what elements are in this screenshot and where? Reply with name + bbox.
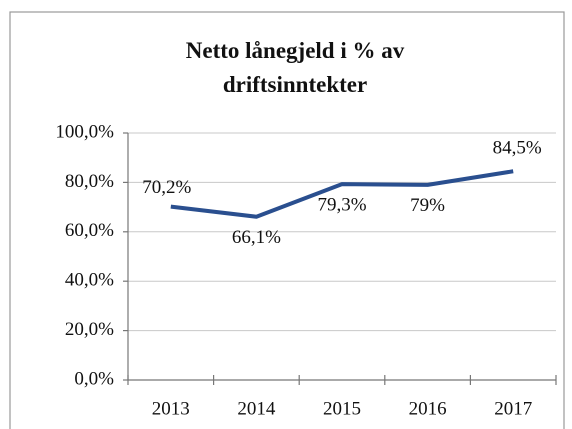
y-tick-label: 80,0% (65, 171, 114, 192)
x-tick-label: 2016 (409, 398, 447, 419)
data-label: 66,1% (232, 227, 281, 248)
data-label: 70,2% (142, 177, 191, 198)
x-tick-label: 2014 (237, 398, 276, 419)
data-label: 84,5% (493, 138, 542, 159)
chart-border (9, 11, 565, 429)
y-tick-label: 100,0% (55, 121, 114, 142)
data-label: 79,3% (317, 194, 366, 215)
y-tick-label: 0,0% (74, 368, 114, 389)
y-tick-label: 60,0% (65, 220, 114, 241)
chart-title: Netto lånegjeld i % av driftsinntekter (185, 38, 405, 97)
x-tick-label: 2015 (323, 398, 361, 419)
y-tick-label: 40,0% (65, 270, 114, 291)
data-label: 79% (410, 195, 445, 216)
x-tick-label: 2017 (494, 398, 532, 419)
y-tick-label: 20,0% (65, 319, 114, 340)
data-line (170, 169, 514, 219)
x-tick-label: 2013 (152, 398, 190, 419)
